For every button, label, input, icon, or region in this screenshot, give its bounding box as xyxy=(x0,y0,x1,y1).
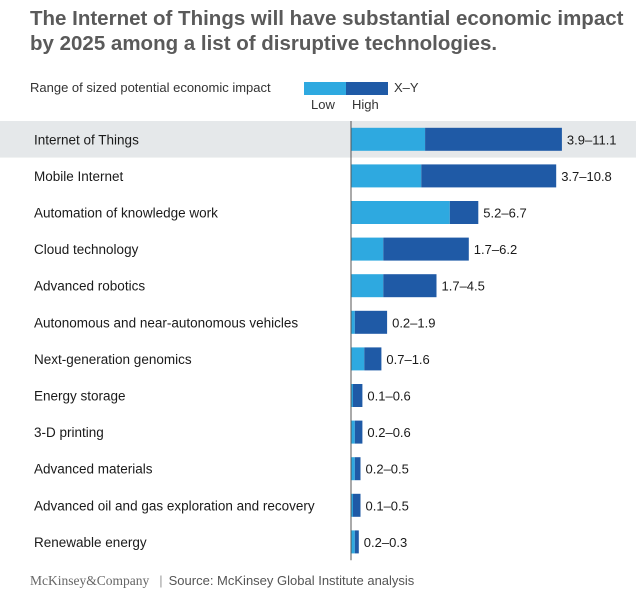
bar-high xyxy=(383,274,437,298)
legend-low-swatch xyxy=(304,82,346,95)
category-label: Automation of knowledge work xyxy=(34,206,218,221)
bar-low xyxy=(351,237,384,261)
footer-separator: | xyxy=(159,573,163,588)
bar-low xyxy=(351,347,365,371)
bar-low xyxy=(351,164,422,188)
footer: McKinsey&Company | Source: McKinsey Global… xyxy=(30,573,414,589)
bar-low xyxy=(351,457,355,481)
bar-low xyxy=(351,127,426,151)
category-label: Next-generation genomics xyxy=(34,352,192,367)
category-label: Autonomous and near-autonomous vehicles xyxy=(34,315,298,330)
category-label: 3-D printing xyxy=(34,425,104,440)
bar-low xyxy=(351,310,355,334)
category-label: Advanced materials xyxy=(34,462,153,477)
range-label: 0.7–1.6 xyxy=(386,352,429,367)
bar-high xyxy=(354,457,361,481)
range-label: 0.2–0.3 xyxy=(364,535,407,550)
category-label: Advanced robotics xyxy=(34,279,145,294)
bar-low xyxy=(351,274,384,298)
bar-low xyxy=(351,530,355,554)
bar-low xyxy=(351,493,353,517)
category-label: Energy storage xyxy=(34,389,126,404)
range-label: 1.7–6.2 xyxy=(474,242,517,257)
bar-high xyxy=(425,127,562,151)
bar-low xyxy=(351,384,353,407)
category-label: Internet of Things xyxy=(34,132,139,147)
legend-range-format: X–Y xyxy=(394,80,419,95)
bar-low xyxy=(351,420,355,444)
legend-high-swatch xyxy=(346,82,388,95)
range-label: 1.7–4.5 xyxy=(442,279,485,294)
legend-high-label: High xyxy=(352,97,379,112)
category-label: Advanced oil and gas exploration and rec… xyxy=(34,498,315,513)
category-label: Cloud technology xyxy=(34,242,139,257)
range-label: 0.1–0.5 xyxy=(366,498,409,513)
bar-high xyxy=(354,530,359,554)
bar-high xyxy=(449,201,479,224)
bar-high xyxy=(421,164,557,188)
bar-high xyxy=(352,493,361,517)
range-label: 5.2–6.7 xyxy=(483,206,526,221)
range-label: 0.2–1.9 xyxy=(392,315,435,330)
category-label: Mobile Internet xyxy=(34,169,124,184)
range-label: 0.1–0.6 xyxy=(367,389,410,404)
bar-high xyxy=(354,310,388,334)
source-note: Source: McKinsey Global Institute analys… xyxy=(168,573,415,588)
bar-high xyxy=(383,237,469,261)
legend-low-label: Low xyxy=(311,97,335,112)
bar-high xyxy=(354,420,363,444)
bar-high xyxy=(364,347,382,371)
range-label: 3.7–10.8 xyxy=(561,169,612,184)
bar-low xyxy=(351,201,450,224)
range-label: 0.2–0.5 xyxy=(366,462,409,477)
category-label: Renewable energy xyxy=(34,535,147,550)
legend-label: Range of sized potential economic impact xyxy=(30,80,271,95)
range-label: 3.9–11.1 xyxy=(567,132,617,147)
chart-title: The Internet of Things will have substan… xyxy=(30,7,624,55)
brand-logo: McKinsey&Company xyxy=(30,573,150,588)
range-label: 0.2–0.6 xyxy=(367,425,410,440)
bar-high xyxy=(352,384,363,407)
